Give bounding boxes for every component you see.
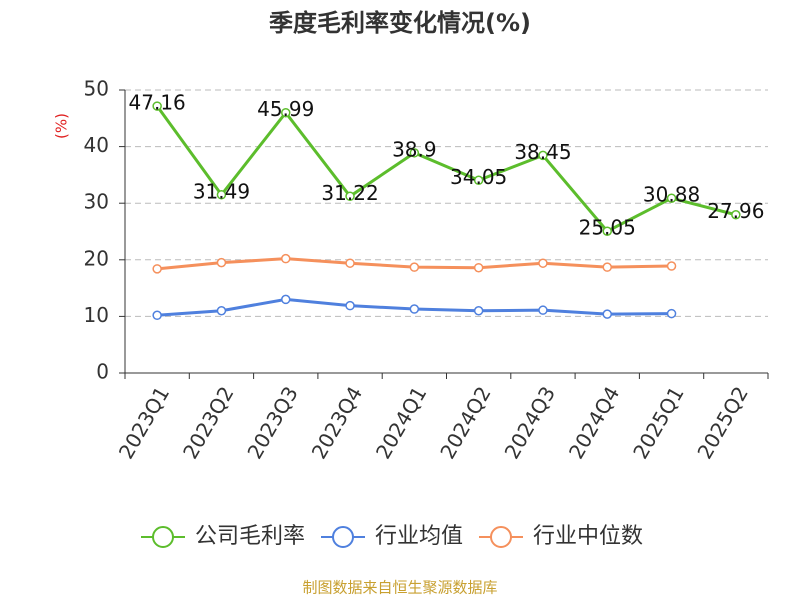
data-label: 34.05 (450, 165, 507, 189)
data-point (216, 305, 227, 316)
data-point (216, 190, 227, 200)
data-label: 25.05 (579, 216, 636, 240)
x-tick-label: 2024Q1 (371, 382, 431, 463)
series-line (155, 105, 737, 234)
data-point (281, 107, 291, 118)
data-label: 47.16 (129, 91, 186, 115)
data-point (152, 101, 162, 111)
y-tick-label: 40 (84, 133, 109, 157)
data-point (281, 294, 291, 305)
y-tick-label: 20 (84, 246, 109, 270)
data-point (666, 308, 677, 319)
data-label: 31.49 (193, 179, 250, 203)
y-axis-label: (%) (53, 113, 71, 139)
x-tick-label: 2025Q1 (628, 382, 688, 463)
data-point (152, 264, 162, 274)
y-tick-label: 0 (96, 360, 109, 384)
data-label: 31.22 (321, 181, 378, 205)
data-point (602, 309, 612, 319)
x-tick-label: 2023Q3 (242, 382, 302, 463)
y-tick-label: 10 (84, 303, 109, 327)
data-point (345, 300, 355, 311)
data-point (602, 262, 612, 272)
data-point (538, 258, 548, 268)
x-tick-label: 2023Q1 (114, 382, 174, 463)
data-point (666, 261, 677, 271)
data-label: 30.88 (643, 183, 700, 207)
legend-label: 行业均值 (375, 524, 463, 549)
x-tick-label: 2024Q4 (564, 382, 624, 463)
data-point (473, 262, 484, 273)
data-point (409, 304, 420, 314)
data-point (216, 257, 227, 268)
legend-marker (490, 526, 512, 548)
x-tick-label: 2025Q2 (692, 382, 752, 463)
data-label: 38.9 (392, 137, 437, 161)
data-point (538, 150, 548, 161)
y-tick-label: 50 (84, 77, 109, 101)
y-tick-label: 30 (84, 190, 109, 214)
data-point (281, 253, 291, 264)
data-label: 45.99 (257, 97, 314, 121)
data-point (666, 193, 677, 203)
data-point (473, 305, 484, 316)
data-label: 38.45 (514, 140, 571, 164)
x-tick-label: 2024Q3 (500, 382, 560, 463)
data-point (731, 209, 741, 220)
data-point (473, 175, 484, 186)
chart-title: 季度毛利率变化情况(%) (269, 9, 531, 37)
data-point (345, 258, 355, 268)
source-note: 制图数据来自恒生聚源数据库 (302, 579, 497, 597)
legend-label: 公司毛利率 (195, 524, 305, 549)
data-point (538, 305, 548, 315)
x-tick-label: 2024Q2 (435, 382, 495, 463)
legend-marker (152, 526, 174, 548)
data-point (409, 148, 420, 158)
data-point (345, 191, 355, 202)
legend-marker (332, 526, 354, 548)
x-tick-label: 2023Q2 (178, 382, 238, 463)
data-point (602, 226, 612, 236)
legend-label: 行业中位数 (533, 524, 643, 549)
x-tick-label: 2023Q4 (307, 382, 367, 463)
data-point (152, 310, 162, 321)
data-point (409, 262, 420, 272)
data-label: 27.96 (707, 199, 764, 223)
